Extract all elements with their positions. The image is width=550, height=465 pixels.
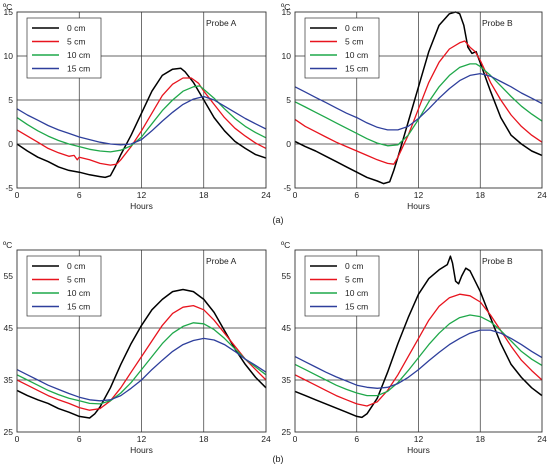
probe-label: Probe B xyxy=(482,18,513,28)
y-tick-label: 15 xyxy=(4,7,14,17)
y-tick-label: 45 xyxy=(4,323,14,333)
y-unit-label: ºC xyxy=(281,2,290,12)
legend-entry: 15 cm xyxy=(67,64,90,74)
legend-entry: 5 cm xyxy=(345,275,363,285)
x-tick-label: 18 xyxy=(199,190,209,200)
x-tick-label: 12 xyxy=(137,190,147,200)
x-tick-label: 18 xyxy=(476,190,486,200)
x-tick-label: 18 xyxy=(199,434,209,444)
chart-panel: 0 6 12 18 24 25 35 45 55 ºC Probe A Hours 0 cm 5 cm 10… xyxy=(3,240,271,455)
x-tick-label: 6 xyxy=(354,190,359,200)
y-unit-label: ºC xyxy=(281,240,290,250)
x-tick-label: 24 xyxy=(537,434,547,444)
legend-entry: 10 cm xyxy=(67,50,90,60)
y-unit-label: ºC xyxy=(3,2,12,12)
x-axis-label: Hours xyxy=(407,201,430,211)
plot-frame xyxy=(16,11,267,189)
x-tick-label: 18 xyxy=(476,434,486,444)
x-tick-label: 12 xyxy=(137,434,147,444)
legend-entry: 5 cm xyxy=(345,37,363,47)
x-tick-label: 6 xyxy=(77,190,82,200)
probe-label: Probe A xyxy=(206,18,237,28)
series-line xyxy=(16,95,267,146)
x-tick-label: 24 xyxy=(261,190,271,200)
series-line xyxy=(294,72,543,131)
y-tick-label: 10 xyxy=(282,51,292,61)
x-tick-label: 0 xyxy=(293,190,298,200)
series-line xyxy=(294,255,543,419)
panel-label-a: (a) xyxy=(273,215,284,225)
series-line xyxy=(294,40,543,165)
x-tick-label: 24 xyxy=(261,434,271,444)
legend-entry: 15 cm xyxy=(345,302,368,312)
legend-entry: 15 cm xyxy=(67,302,90,312)
x-tick-label: 0 xyxy=(15,434,20,444)
series-line xyxy=(16,77,267,166)
probe-label: Probe B xyxy=(482,256,513,266)
x-tick-label: 24 xyxy=(537,190,547,200)
series-line xyxy=(16,67,267,179)
series-line xyxy=(16,322,267,405)
y-tick-label: 35 xyxy=(282,375,292,385)
y-tick-label: 35 xyxy=(4,375,14,385)
y-tick-label: 5 xyxy=(8,95,13,105)
x-tick-label: 6 xyxy=(77,434,82,444)
legend-entry: 15 cm xyxy=(345,64,368,74)
plot-frame xyxy=(294,11,543,189)
legend-entry: 5 cm xyxy=(67,275,85,285)
y-tick-label: -5 xyxy=(5,183,13,193)
series-line xyxy=(16,304,267,411)
series-line xyxy=(294,314,543,397)
plot-frame xyxy=(294,249,543,433)
y-tick-label: 0 xyxy=(286,139,291,149)
y-tick-label: 0 xyxy=(8,139,13,149)
plot-frame xyxy=(16,249,267,433)
y-tick-label: 55 xyxy=(4,271,14,281)
series-line xyxy=(294,329,543,389)
series-line xyxy=(16,85,267,153)
y-tick-label: -5 xyxy=(283,183,291,193)
series-line xyxy=(294,11,543,185)
legend-entry: 0 cm xyxy=(67,261,85,271)
y-tick-label: 25 xyxy=(282,427,292,437)
x-axis-label: Hours xyxy=(130,445,153,455)
probe-label: Probe A xyxy=(206,256,237,266)
y-tick-label: 15 xyxy=(282,7,292,17)
legend-entry: 5 cm xyxy=(67,37,85,47)
x-tick-label: 12 xyxy=(414,190,424,200)
chart-panel: 0 6 12 18 24 25 35 45 55 ºC Probe B Hours 0 cm 5 cm 10… xyxy=(281,240,547,455)
x-tick-label: 0 xyxy=(293,434,298,444)
legend-entry: 10 cm xyxy=(67,288,90,298)
y-unit-label: ºC xyxy=(3,240,12,250)
series-line xyxy=(16,337,267,402)
legend-entry: 0 cm xyxy=(345,261,363,271)
legend-entry: 0 cm xyxy=(345,23,363,33)
x-axis-label: Hours xyxy=(407,445,430,455)
panel-label-b: (b) xyxy=(273,454,284,464)
legend-entry: 10 cm xyxy=(345,288,368,298)
legend-entry: 0 cm xyxy=(67,23,85,33)
x-axis-label: Hours xyxy=(130,201,153,211)
y-tick-label: 55 xyxy=(282,271,292,281)
x-tick-label: 0 xyxy=(15,190,20,200)
x-tick-label: 12 xyxy=(414,434,424,444)
y-tick-label: 25 xyxy=(4,427,14,437)
y-tick-label: 5 xyxy=(286,95,291,105)
y-tick-label: 10 xyxy=(4,51,14,61)
x-tick-label: 6 xyxy=(354,434,359,444)
series-line xyxy=(294,63,543,147)
series-line xyxy=(16,288,267,419)
legend-entry: 10 cm xyxy=(345,50,368,60)
y-tick-label: 45 xyxy=(282,323,292,333)
